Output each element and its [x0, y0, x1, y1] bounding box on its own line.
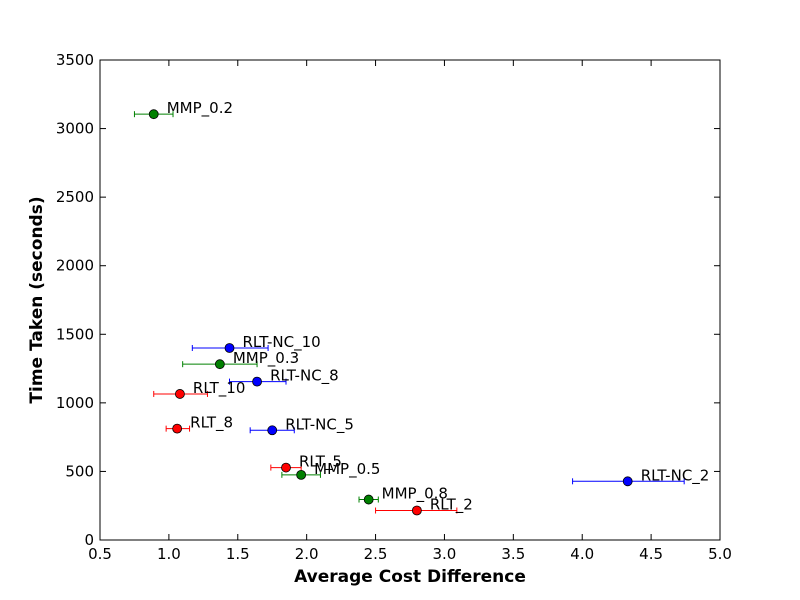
- data-point: [175, 389, 185, 399]
- data-point-group: RLT_10: [153, 379, 245, 399]
- data-point: [281, 462, 291, 473]
- data-point-label: RLT_5: [299, 453, 342, 472]
- data-point-label: RLT-NC_5: [285, 415, 354, 434]
- data-point-group: MMP_0.8: [358, 485, 448, 505]
- data-point-group: RLT-NC_2: [572, 466, 710, 487]
- x-tick-label: 1.0: [157, 545, 181, 563]
- x-tick-label: 4.5: [639, 545, 663, 563]
- data-point-group: RLT-NC_5: [249, 415, 354, 436]
- x-axis-label: Average Cost Difference: [294, 567, 526, 587]
- data-point: [172, 423, 183, 434]
- data-point: [363, 494, 374, 505]
- data-point-label: RLT-NC_10: [243, 333, 321, 352]
- data-point-label: RLT_2: [430, 496, 473, 515]
- data-point: [252, 376, 262, 387]
- data-point-label: RLT_8: [190, 414, 233, 433]
- data-point-group: MMP_0.3: [182, 349, 299, 370]
- y-tick-label: 1500: [56, 325, 94, 343]
- y-axis-label: Time Taken (seconds): [27, 196, 47, 403]
- data-point-group: MMP_0.5: [281, 460, 380, 480]
- y-tick-label: 1000: [56, 394, 94, 412]
- data-point-label: MMP_0.3: [233, 349, 299, 368]
- x-tick-label: 2.5: [364, 545, 388, 563]
- x-tick-label: 5.0: [708, 545, 732, 563]
- x-tick-label: 4.0: [570, 545, 594, 563]
- x-tick-label: 3.5: [501, 545, 525, 563]
- data-point: [267, 425, 278, 436]
- data-point-group: RLT-NC_10: [191, 333, 321, 353]
- y-tick-label: 3000: [56, 120, 94, 138]
- data-point-label: RLT_10: [193, 379, 245, 398]
- x-tick-label: 3.0: [433, 545, 457, 563]
- data-point-label: MMP_0.2: [167, 99, 233, 118]
- data-point-group: RLT_2: [375, 496, 473, 516]
- data-point: [148, 109, 159, 120]
- y-tick-label: 2000: [56, 257, 94, 275]
- data-point: [411, 505, 422, 516]
- y-tick-label: 500: [65, 462, 94, 480]
- x-tick-label: 2.0: [295, 545, 319, 563]
- data-point-label: MMP_0.5: [314, 460, 380, 479]
- data-point-group: RLT-NC_8: [229, 367, 339, 387]
- data-point-label: RLT-NC_2: [641, 466, 710, 485]
- x-axis: 0.5 1.0 1.5 2.0 2.5 3.0 3.5 4.0 4.5 5.0: [88, 60, 732, 563]
- x-tick-label: 1.5: [226, 545, 250, 563]
- y-tick-label: 2500: [56, 188, 94, 206]
- data-point: [622, 476, 633, 487]
- data-point-group: MMP_0.2: [133, 99, 233, 120]
- data-point: [296, 469, 307, 480]
- data-point: [214, 359, 225, 370]
- data-point-group: RLT_5: [270, 453, 342, 473]
- plot-area-frame: [99, 59, 721, 541]
- y-tick-label: 3500: [56, 51, 94, 69]
- data-point-label: MMP_0.8: [382, 485, 448, 504]
- data-point: [224, 343, 235, 353]
- data-point-label: RLT-NC_8: [270, 367, 339, 386]
- x-tick-label: 0.5: [88, 545, 112, 563]
- data-point-group: RLT_8: [165, 414, 233, 434]
- y-tick-label: 0: [84, 531, 94, 549]
- y-axis: 0 500 1000 1500 2000 2500 3000 3500: [56, 51, 720, 549]
